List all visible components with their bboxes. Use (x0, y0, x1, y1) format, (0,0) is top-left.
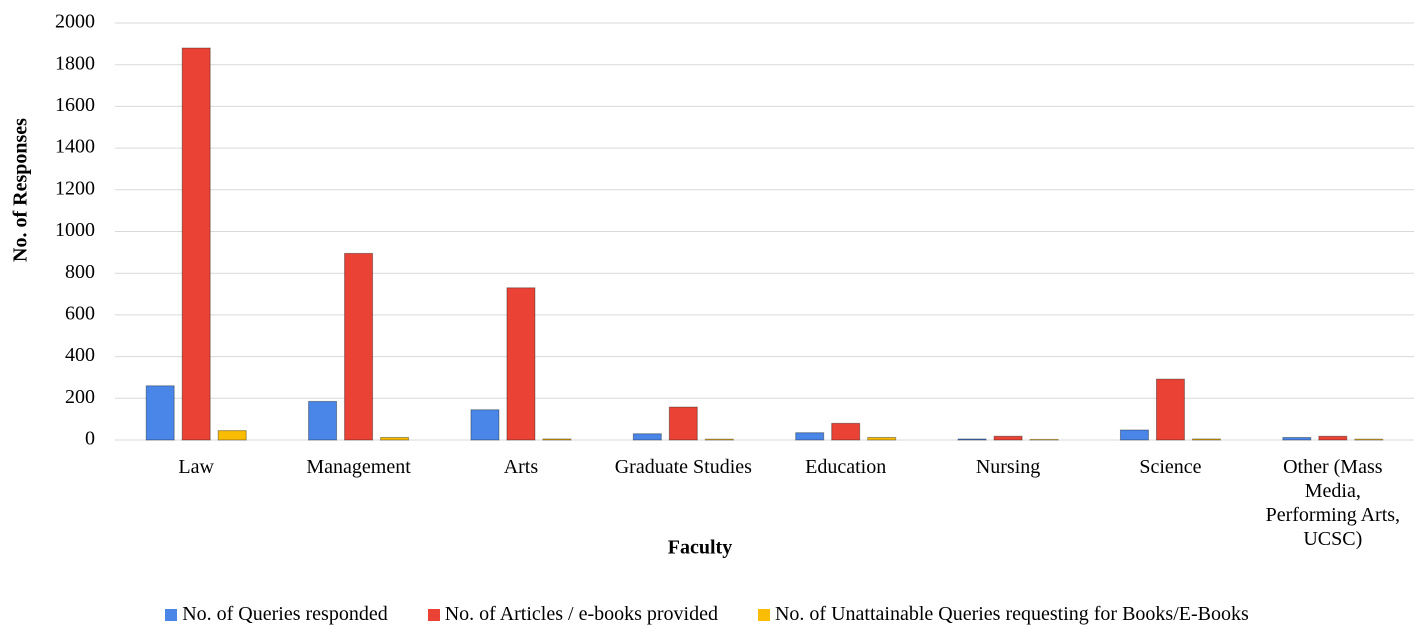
legend-item: No. of Unattainable Queries requesting f… (757, 603, 1249, 626)
bar (704, 438, 734, 441)
bar (993, 435, 1023, 441)
bar (380, 436, 410, 441)
bar (217, 430, 247, 441)
bar (795, 432, 825, 441)
y-axis-label: No. of Responses (10, 118, 32, 262)
bar (831, 422, 861, 441)
y-tick-label: 1200 (55, 177, 95, 199)
y-tick-label: 600 (65, 302, 95, 324)
legend-swatch (165, 608, 178, 621)
y-tick-label: 200 (65, 386, 95, 408)
legend-label: No. of Unattainable Queries requesting f… (774, 603, 1249, 625)
legend-swatch (757, 608, 770, 621)
y-tick-label: 1600 (55, 94, 95, 116)
x-tick-label: Other (Mass Media, Performing Arts, UCSC… (1265, 456, 1401, 550)
x-tick-label: Education (805, 456, 887, 478)
bar (470, 409, 500, 441)
bar (308, 400, 338, 441)
bar (668, 406, 698, 441)
legend-label: No. of Queries responded (182, 603, 388, 625)
legend-swatch (427, 608, 440, 621)
bar (542, 438, 572, 441)
x-tick-label: Science (1139, 456, 1202, 478)
bar (1155, 378, 1185, 441)
y-tick-label: 1800 (55, 52, 95, 74)
bar (181, 47, 211, 441)
bar (632, 433, 662, 441)
y-tick-label: 400 (65, 344, 95, 366)
bar (1318, 435, 1348, 441)
bar (1191, 438, 1221, 441)
legend-item: No. of Queries responded (165, 603, 388, 626)
legend: No. of Queries responded No. of Articles … (0, 603, 1414, 626)
y-tick-label: 800 (65, 261, 95, 283)
bar (957, 438, 987, 441)
x-tick-label: Law (178, 456, 214, 478)
y-tick-label: 2000 (55, 11, 95, 33)
bar (145, 385, 175, 441)
bar (1354, 438, 1384, 441)
x-axis-label: Faculty (668, 537, 732, 559)
bar (1282, 436, 1312, 441)
x-tick-label: Management (306, 456, 411, 478)
x-tick-label: Graduate Studies (614, 456, 752, 478)
bar (506, 287, 536, 441)
y-tick-label: 1000 (55, 219, 95, 241)
bar (344, 252, 374, 441)
bar (1029, 438, 1059, 441)
x-tick-label: Arts (503, 456, 539, 478)
bar (1119, 429, 1149, 441)
legend-item: No. of Articles / e-books provided (427, 603, 718, 626)
legend-label: No. of Articles / e-books provided (444, 603, 718, 625)
y-tick-label: 0 (85, 428, 95, 450)
y-tick-label: 1400 (55, 136, 95, 158)
x-tick-label: Nursing (975, 456, 1041, 478)
bar (867, 436, 897, 441)
